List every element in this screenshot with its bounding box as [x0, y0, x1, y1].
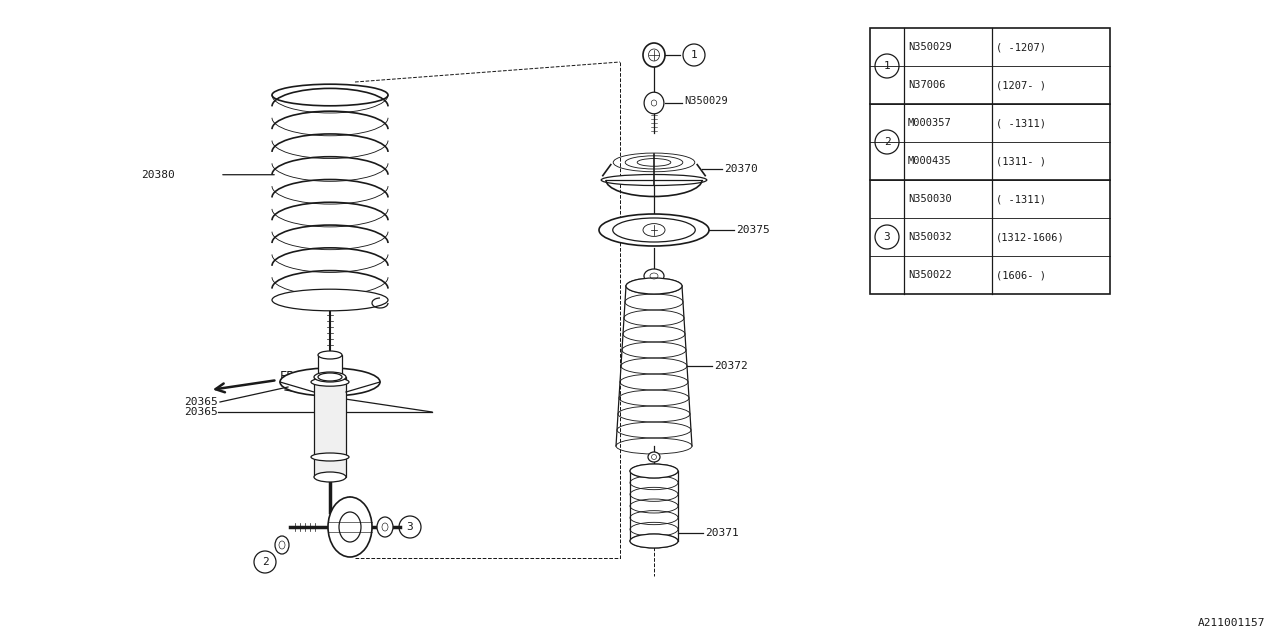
Text: 2: 2 [883, 137, 891, 147]
Text: A211001157: A211001157 [1198, 618, 1265, 628]
Text: 1: 1 [883, 61, 891, 71]
Ellipse shape [378, 517, 393, 537]
Bar [870, 28, 1110, 294]
Text: ( -1207): ( -1207) [996, 42, 1046, 52]
Text: 20375: 20375 [736, 225, 769, 235]
Ellipse shape [280, 368, 380, 396]
Ellipse shape [273, 289, 388, 311]
Text: (1312-1606): (1312-1606) [996, 232, 1065, 242]
Ellipse shape [317, 351, 342, 359]
Text: 3: 3 [407, 522, 413, 532]
Ellipse shape [275, 536, 289, 554]
Ellipse shape [339, 512, 361, 542]
Text: 20365: 20365 [184, 397, 218, 407]
Bar [314, 377, 346, 477]
Text: 2: 2 [261, 557, 269, 567]
Text: (1606- ): (1606- ) [996, 270, 1046, 280]
Ellipse shape [328, 497, 372, 557]
Ellipse shape [643, 43, 666, 67]
Text: N350029: N350029 [908, 42, 952, 52]
Ellipse shape [630, 534, 678, 548]
Text: 1: 1 [691, 50, 698, 60]
Ellipse shape [602, 175, 707, 186]
Text: 20380: 20380 [141, 170, 175, 180]
Text: M000435: M000435 [908, 156, 952, 166]
Ellipse shape [630, 464, 678, 478]
Text: N350022: N350022 [908, 270, 952, 280]
Text: ( -1311): ( -1311) [996, 118, 1046, 128]
Text: ( -1311): ( -1311) [996, 194, 1046, 204]
Text: N350029: N350029 [684, 96, 728, 106]
Text: (1311- ): (1311- ) [996, 156, 1046, 166]
Ellipse shape [314, 472, 346, 482]
Ellipse shape [311, 453, 349, 461]
Ellipse shape [644, 269, 664, 283]
Ellipse shape [314, 372, 346, 382]
Ellipse shape [599, 214, 709, 246]
Ellipse shape [626, 278, 682, 294]
Text: N37006: N37006 [908, 80, 946, 90]
Text: 3: 3 [883, 232, 891, 242]
Text: M000357: M000357 [908, 118, 952, 128]
Text: N350030: N350030 [908, 194, 952, 204]
Ellipse shape [311, 378, 349, 386]
Bar [317, 355, 342, 377]
Ellipse shape [317, 373, 342, 381]
Text: 20371: 20371 [705, 528, 739, 538]
Text: 20365: 20365 [184, 407, 218, 417]
Text: (1207- ): (1207- ) [996, 80, 1046, 90]
Ellipse shape [613, 218, 695, 242]
Ellipse shape [648, 452, 660, 462]
Ellipse shape [644, 92, 664, 114]
Text: FRONT: FRONT [215, 370, 323, 392]
Text: N350032: N350032 [908, 232, 952, 242]
Text: 20370: 20370 [724, 164, 758, 174]
Text: 20372: 20372 [714, 361, 748, 371]
